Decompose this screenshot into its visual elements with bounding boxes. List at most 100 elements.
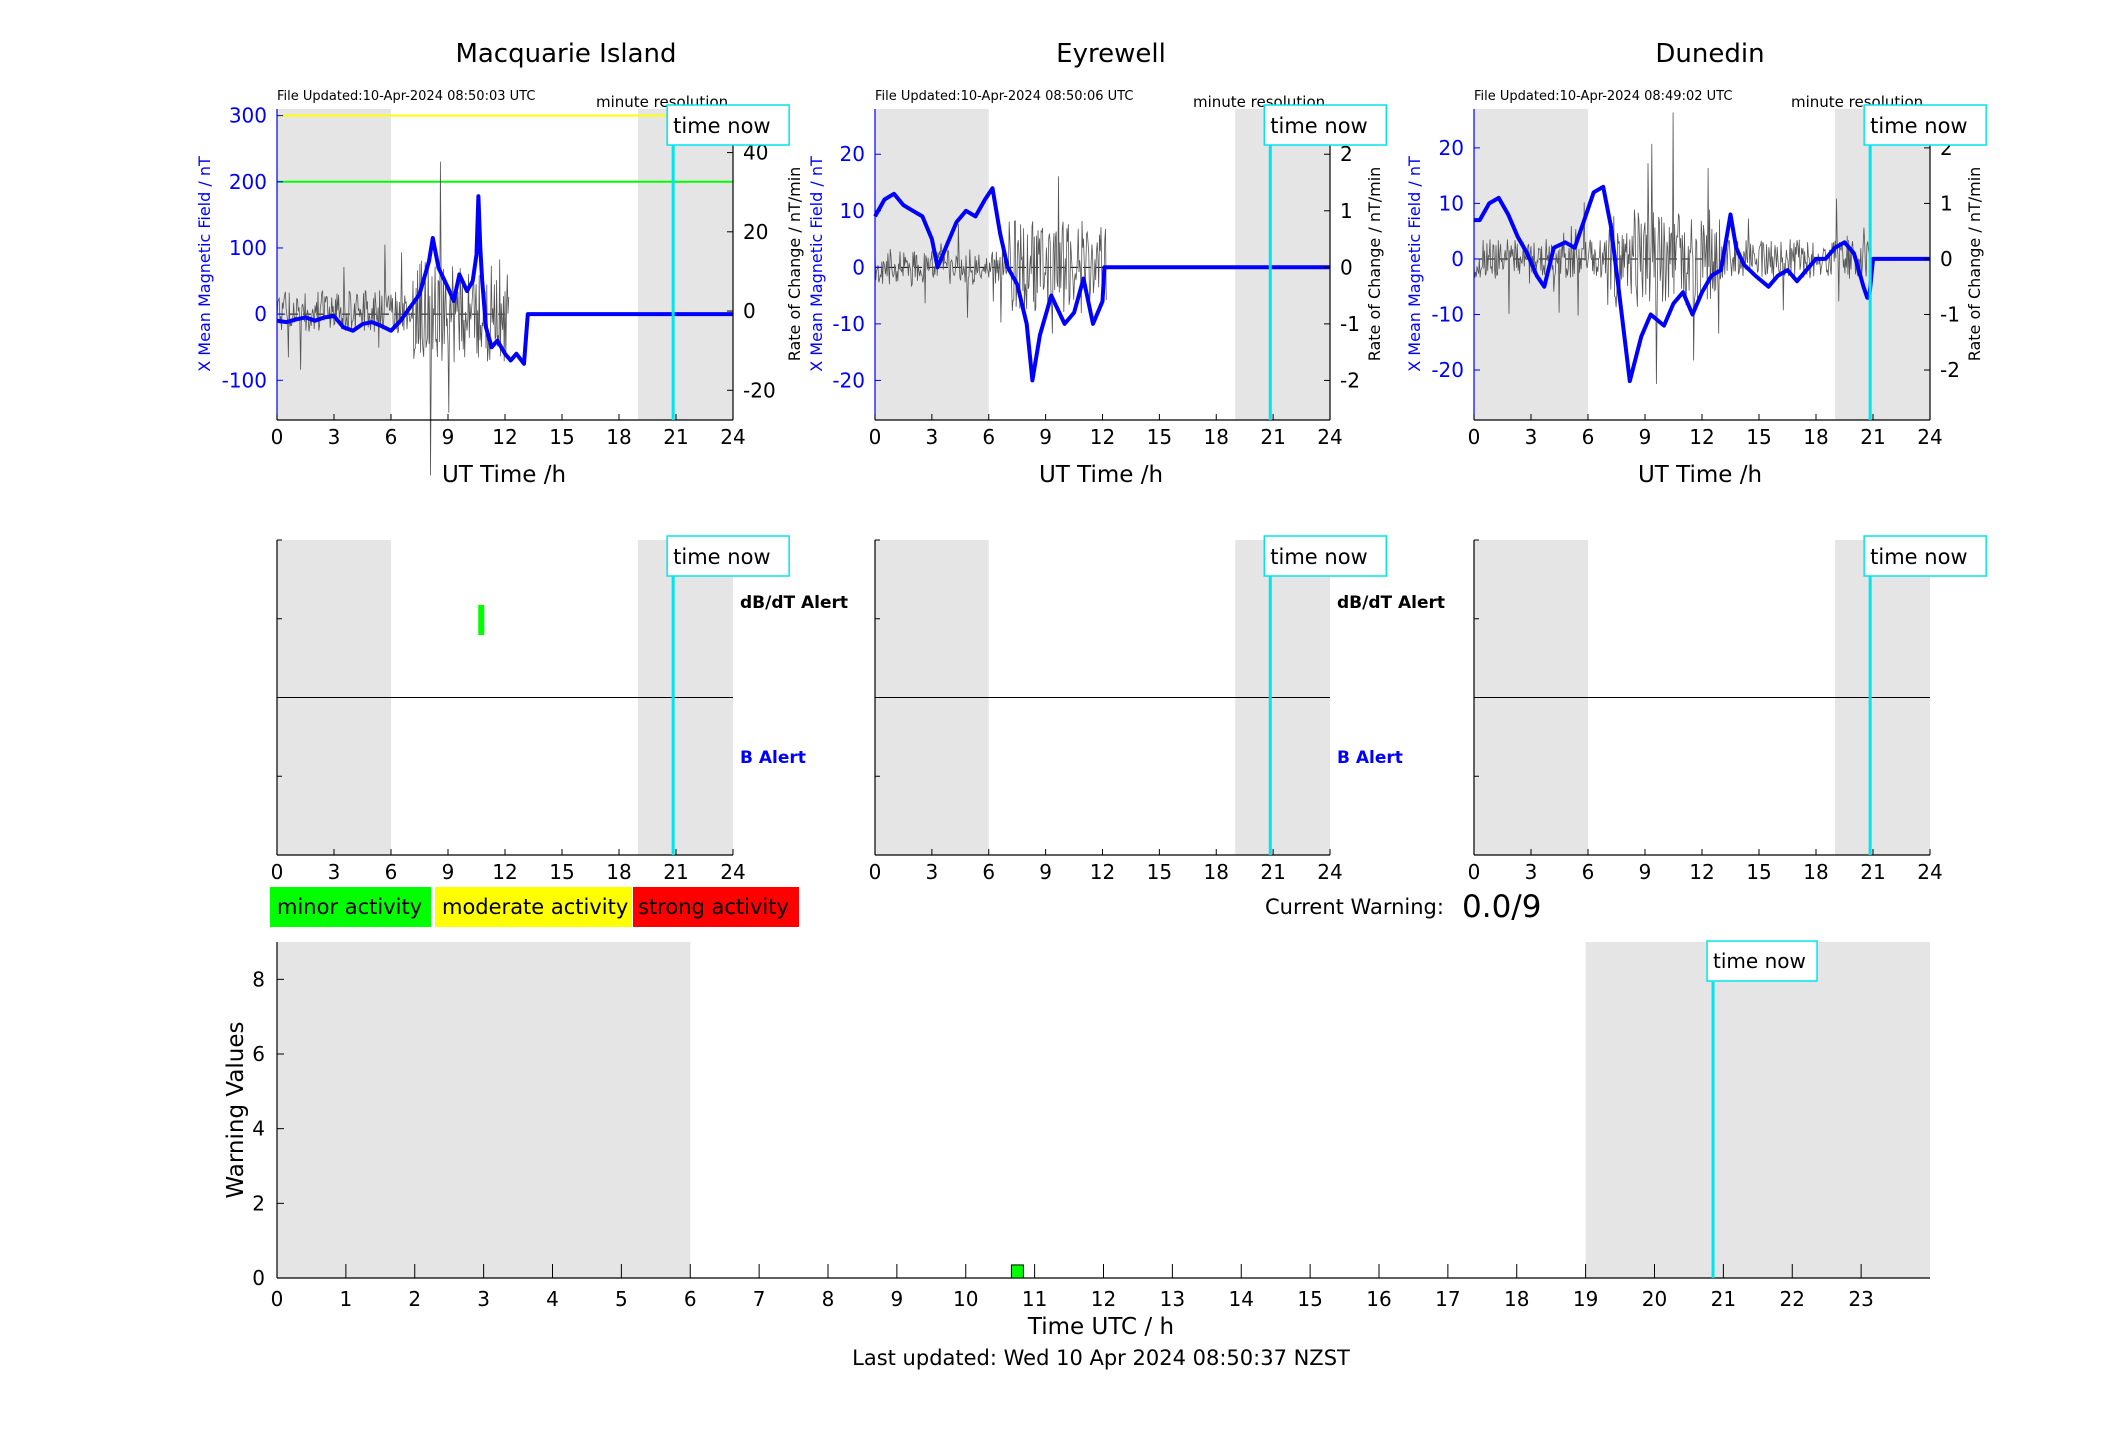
time-now-label: time now [1270, 114, 1367, 138]
xlabel-dunedin: UT Time /h [1638, 462, 1762, 488]
x-tick-label: 3 [328, 425, 341, 449]
x-tick-label: 18 [606, 425, 631, 449]
x-tick-label: 24 [720, 860, 745, 884]
x-tick-label: 5 [615, 1287, 628, 1311]
x-tick-label: 0 [271, 425, 284, 449]
y-tick-label: 0 [252, 1266, 265, 1290]
y-right-tick-label: -1 [1940, 302, 1960, 326]
file-updated-macquarie: File Updated:10-Apr-2024 08:50:03 UTC [277, 89, 535, 104]
y-right-tick-label: -2 [1940, 358, 1960, 382]
y-tick-label: 2 [252, 1191, 265, 1215]
y-tick-label: 0 [1451, 247, 1464, 271]
x-tick-label: 1 [340, 1287, 353, 1311]
x-tick-label: 18 [1803, 860, 1828, 884]
x-tick-label: 9 [442, 860, 455, 884]
time-now-label: time now [1713, 949, 1806, 973]
x-tick-label: 6 [982, 425, 995, 449]
x-tick-label: 4 [546, 1287, 559, 1311]
y-tick-label: -10 [832, 312, 865, 336]
time-now-label: time now [1270, 545, 1367, 569]
legend-moderate-label: moderate activity [442, 895, 628, 919]
x-tick-label: 24 [720, 425, 745, 449]
x-tick-label: 12 [1689, 425, 1714, 449]
x-tick-label: 18 [606, 860, 631, 884]
x-tick-label: 6 [1582, 425, 1595, 449]
station-title-eyrewell: Eyrewell [1056, 39, 1166, 69]
x-tick-label: 0 [271, 1287, 284, 1311]
x-tick-label: 0 [1468, 860, 1481, 884]
x-tick-label: 21 [1260, 425, 1285, 449]
x-tick-label: 14 [1229, 1287, 1254, 1311]
legend-minor-label: minor activity [277, 895, 422, 919]
night-shade-band [875, 109, 989, 420]
y-tick-label: 6 [252, 1042, 265, 1066]
x-tick-label: 9 [1639, 860, 1652, 884]
time-now-box [1863, 535, 1987, 577]
y-right-tick-label: 20 [743, 220, 768, 244]
x-tick-label: 15 [1147, 425, 1172, 449]
time-now-box [666, 104, 790, 146]
time-now-box [1706, 940, 1818, 982]
x-tick-label: 12 [1090, 425, 1115, 449]
b-alert-label-eyrewell: B Alert [1337, 748, 1403, 768]
y-right-tick-label: -1 [1340, 312, 1360, 336]
night-shade-band [1235, 109, 1330, 420]
x-tick-label: 24 [1917, 860, 1942, 884]
time-now-label: time now [673, 114, 770, 138]
y-tick-label: 10 [840, 199, 865, 223]
y-right-tick-label: 1 [1340, 199, 1353, 223]
x-tick-label: 0 [869, 860, 882, 884]
y-tick-label: 100 [229, 236, 267, 260]
x-tick-label: 12 [1689, 860, 1714, 884]
x-tick-label: 6 [385, 860, 398, 884]
warning-xlabel: Time UTC / h [1027, 1314, 1174, 1340]
xlabel-macquarie: UT Time /h [442, 462, 566, 488]
y-right-tick-label: -2 [1340, 368, 1360, 392]
x-tick-label: 16 [1366, 1287, 1391, 1311]
y-tick-label: 0 [852, 255, 865, 279]
x-tick-label: 2 [408, 1287, 421, 1311]
legend-strong-swatch [633, 887, 799, 927]
ylabel-right-dunedin: Rate of Change / nT/min [1965, 167, 1984, 362]
y-tick-label: 4 [252, 1117, 265, 1141]
x-tick-label: 21 [1860, 425, 1885, 449]
x-tick-label: 21 [663, 425, 688, 449]
x-tick-label: 3 [926, 860, 939, 884]
x-tick-label: 15 [549, 425, 574, 449]
night-shade-band [277, 109, 391, 420]
dbdt-alert-label-macquarie: dB/dT Alert [740, 593, 848, 613]
x-tick-label: 3 [1525, 860, 1538, 884]
x-tick-label: 21 [1711, 1287, 1736, 1311]
x-tick-label: 12 [1090, 860, 1115, 884]
ylabel-left-eyrewell: X Mean Magnetic Field / nT [807, 156, 826, 372]
x-tick-label: 3 [1525, 425, 1538, 449]
x-tick-label: 18 [1204, 425, 1229, 449]
x-tick-label: 0 [869, 425, 882, 449]
x-tick-label: 15 [1147, 860, 1172, 884]
y-tick-label: 8 [252, 967, 265, 991]
x-tick-label: 6 [1582, 860, 1595, 884]
x-tick-label: 19 [1573, 1287, 1598, 1311]
x-tick-label: 15 [549, 860, 574, 884]
x-tick-label: 3 [477, 1287, 490, 1311]
ylabel-right-macquarie: Rate of Change / nT/min [785, 167, 804, 362]
y-right-tick-label: 0 [1340, 255, 1353, 279]
x-tick-label: 7 [753, 1287, 766, 1311]
y-tick-label: 20 [1439, 136, 1464, 160]
x-tick-label: 0 [1468, 425, 1481, 449]
time-now-box [1863, 104, 1987, 146]
x-tick-label: 12 [492, 425, 517, 449]
rate-of-change-series [276, 161, 510, 476]
x-mean-field-series [1474, 184, 1930, 384]
x-tick-label: 22 [1780, 1287, 1805, 1311]
night-shade-band [638, 109, 733, 420]
alert-chart-eyrewell: 0 3 6 9 12 15 18 21 24 time now [869, 535, 1388, 884]
y-tick-label: 10 [1439, 191, 1464, 215]
y-tick-label: 0 [254, 302, 267, 326]
x-tick-label: 13 [1160, 1287, 1185, 1311]
x-tick-label: 21 [663, 860, 688, 884]
x-tick-label: 21 [1860, 860, 1885, 884]
